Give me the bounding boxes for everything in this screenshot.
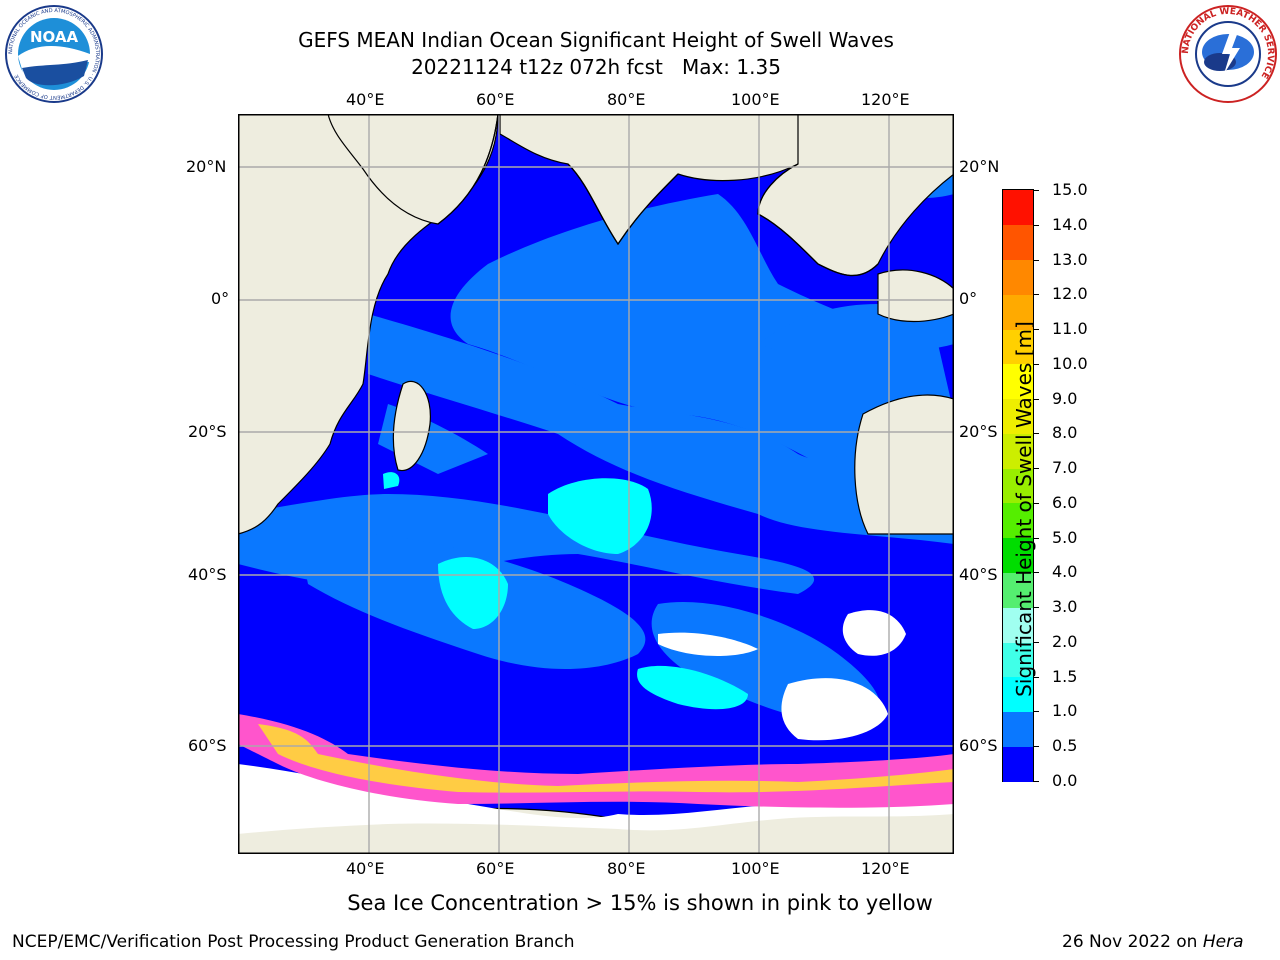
producer-credit: NCEP/EMC/Verification Post Processing Pr… — [12, 932, 575, 952]
noaa-logo: NOAA NATIONAL OCEANIC AND ATMOSPHERIC AD… — [4, 4, 104, 104]
colorbar-tick-label: 4.0 — [1052, 562, 1078, 582]
map-panel — [238, 114, 954, 854]
host-name: Hera — [1202, 932, 1244, 952]
lat-label-right-0: 0° — [959, 289, 978, 308]
land-australia — [854, 394, 954, 535]
lat-label-right-40s: 40°S — [959, 565, 998, 584]
lon-label-bottom-40e: 40°E — [346, 859, 385, 878]
colorbar-tick-mark — [1033, 676, 1039, 678]
colorbar-tick-mark — [1033, 363, 1039, 365]
colorbar-label: Significant Height of Swell Waves [m] — [1012, 321, 1036, 697]
colorbar-tick-mark — [1033, 607, 1039, 609]
colorbar-cell-6 — [1003, 537, 1033, 573]
lon-label-bottom-100e: 100°E — [731, 859, 780, 878]
lat-label-left-60s: 60°S — [188, 736, 227, 755]
colorbar-tick-mark — [1033, 259, 1039, 261]
colorbar-cell-5 — [1003, 572, 1033, 608]
colorbar-tick-mark — [1033, 190, 1039, 191]
colorbar-tick-mark — [1033, 746, 1039, 748]
colorbar-tick-label: 13.0 — [1052, 249, 1088, 269]
colorbar-tick-mark — [1033, 641, 1039, 643]
forecast-subtitle: 20221124 t12z 072h fcst Max: 1.35 — [411, 55, 781, 79]
sea-ice-note: Sea Ice Concentration > 15% is shown in … — [347, 891, 933, 915]
colorbar-tick-mark — [1033, 329, 1039, 331]
colorbar-tick-label: 15.0 — [1052, 180, 1088, 199]
colorbar-tick-mark — [1033, 433, 1039, 435]
lon-label-bottom-60e: 60°E — [476, 859, 515, 878]
lon-label-top-120e: 120°E — [861, 90, 910, 109]
colorbar-tick-label: 12.0 — [1052, 284, 1088, 304]
colorbar-cell-12 — [1003, 329, 1033, 365]
land-madagascar — [392, 380, 431, 472]
colorbar-tick-label: 7.0 — [1052, 458, 1078, 478]
nws-logo: NATIONAL WEATHER SERVICE — [1178, 4, 1278, 104]
chart-title: GEFS MEAN Indian Ocean Significant Heigh… — [298, 28, 894, 52]
colorbar-tick-mark — [1033, 537, 1039, 539]
date-text: 26 Nov 2022 on — [1062, 932, 1203, 952]
colorbar-tick-label: 5.0 — [1052, 527, 1078, 547]
lon-label-bottom-80e: 80°E — [607, 859, 646, 878]
lon-label-top-40e: 40°E — [346, 90, 385, 109]
ice-regions — [238, 610, 954, 834]
colorbar-tick-label: 10.0 — [1052, 353, 1088, 373]
coastlines — [437, 114, 879, 277]
svg-text:NOAA: NOAA — [30, 28, 79, 46]
lat-label-left-20s: 20°S — [188, 422, 227, 441]
colorbar-tick-mark — [1033, 224, 1039, 226]
lat-label-right-20s: 20°S — [959, 422, 998, 441]
colorbar-cell-9 — [1003, 433, 1033, 469]
lat-label-left-40s: 40°S — [188, 565, 227, 584]
lat-label-right-20n: 20°N — [959, 157, 1000, 176]
colorbar-tick-label: 8.0 — [1052, 423, 1078, 443]
colorbar-tick-label: 14.0 — [1052, 214, 1088, 234]
colorbar-tick-label: 6.0 — [1052, 492, 1078, 512]
gridlines — [238, 114, 954, 854]
land-borneo — [877, 269, 954, 323]
colorbar-cell-15 — [1003, 224, 1033, 261]
land-masses — [238, 114, 954, 854]
colorbar-cell-13 — [1003, 294, 1033, 330]
colorbar-cell-14 — [1003, 259, 1033, 295]
sea-ice-band — [238, 714, 954, 808]
colorbar-cell-1 — [1003, 711, 1033, 747]
lon-label-top-60e: 60°E — [476, 90, 515, 109]
colorbar-tick-mark — [1033, 502, 1039, 504]
lat-label-left-20n: 20°N — [186, 157, 227, 176]
colorbar-cell-2 — [1003, 676, 1033, 713]
colorbar-tick-label: 11.0 — [1052, 319, 1088, 339]
colorbar-cell-11 — [1003, 363, 1033, 400]
generation-date: 26 Nov 2022 on Hera — [1062, 932, 1244, 952]
lat-label-right-60s: 60°S — [959, 736, 998, 755]
lat-label-left-0: 0° — [211, 289, 230, 308]
map-frame — [238, 114, 954, 854]
colorbar-tick-label: 9.0 — [1052, 388, 1078, 408]
swell-band-1.0-1.5 — [383, 472, 748, 710]
colorbar-tick-label: 1.0 — [1052, 701, 1078, 721]
colorbar-tick-label: 2.0 — [1052, 631, 1078, 651]
colorbar-cell-3 — [1003, 641, 1033, 678]
colorbar-cell-8 — [1003, 468, 1033, 504]
colorbar-cell-4 — [1003, 607, 1033, 643]
colorbar-tick-mark — [1033, 781, 1039, 782]
colorbar-tick-mark — [1033, 468, 1039, 470]
colorbar-tick-label: 0.5 — [1052, 736, 1078, 756]
colorbar-cell-10 — [1003, 398, 1033, 434]
colorbar-cell-16 — [1003, 190, 1033, 226]
lon-label-top-80e: 80°E — [607, 90, 646, 109]
colorbar-tick-label: 3.0 — [1052, 597, 1078, 617]
colorbar-tick-mark — [1033, 294, 1039, 296]
colorbar — [1002, 189, 1034, 782]
colorbar-tick-label: 1.5 — [1052, 666, 1078, 686]
colorbar-label-wrapper: Significant Height of Swell Waves [m] — [1012, 321, 1227, 697]
colorbar-tick-mark — [1033, 398, 1039, 400]
colorbar-tick-mark — [1033, 572, 1039, 574]
lon-label-top-100e: 100°E — [731, 90, 780, 109]
colorbar-cell-7 — [1003, 502, 1033, 539]
lon-label-bottom-120e: 120°E — [861, 859, 910, 878]
colorbar-tick-mark — [1033, 711, 1039, 713]
colorbar-tick-label: 0.0 — [1052, 771, 1078, 790]
colorbar-cell-0 — [1003, 746, 1033, 782]
